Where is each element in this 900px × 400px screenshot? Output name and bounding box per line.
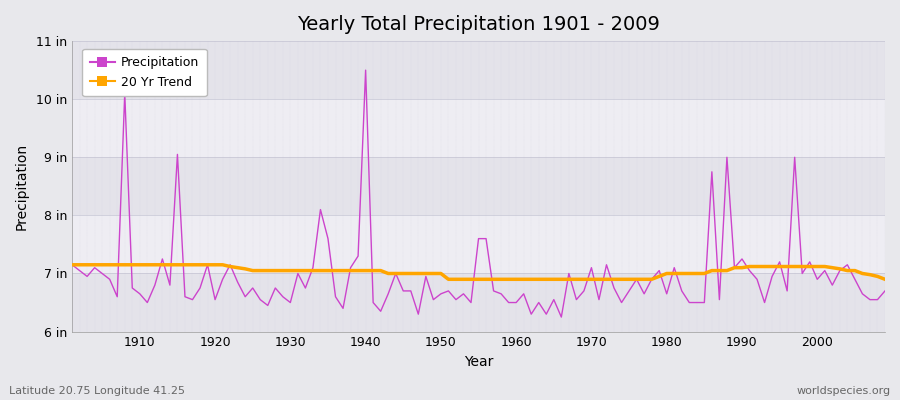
Title: Yearly Total Precipitation 1901 - 2009: Yearly Total Precipitation 1901 - 2009 bbox=[297, 15, 660, 34]
Bar bbox=[72, 274, 885, 332]
Bar bbox=[72, 215, 885, 274]
Legend: Precipitation, 20 Yr Trend: Precipitation, 20 Yr Trend bbox=[83, 49, 207, 96]
Bar bbox=[72, 157, 885, 215]
Bar bbox=[72, 41, 885, 99]
Text: Latitude 20.75 Longitude 41.25: Latitude 20.75 Longitude 41.25 bbox=[9, 386, 185, 396]
Text: worldspecies.org: worldspecies.org bbox=[796, 386, 891, 396]
X-axis label: Year: Year bbox=[464, 355, 493, 369]
Bar bbox=[72, 99, 885, 157]
Y-axis label: Precipitation: Precipitation bbox=[15, 143, 29, 230]
